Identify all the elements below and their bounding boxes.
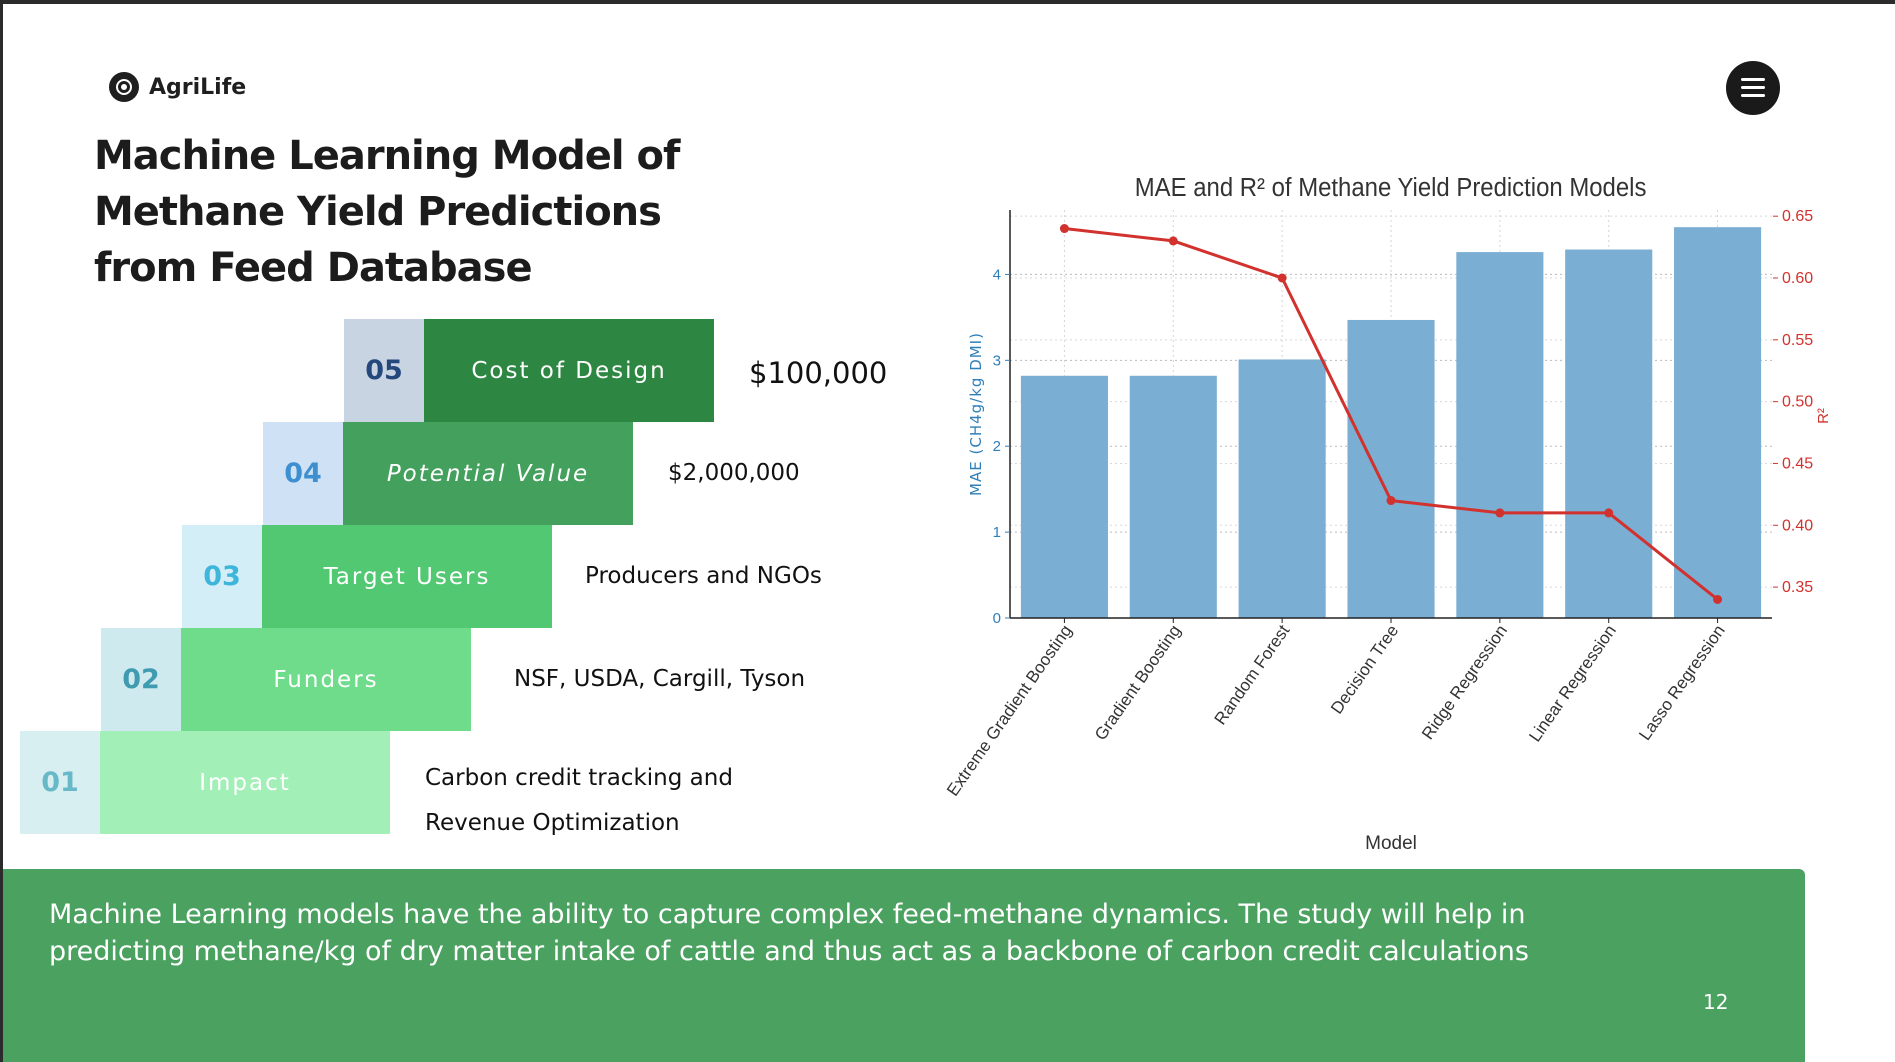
stair-value-line: $2,000,000: [668, 460, 800, 486]
y-tick-label-left: 1: [993, 524, 1001, 541]
x-tick-label: Decision Tree: [1327, 621, 1402, 717]
y-tick-label-right: 0.35: [1782, 579, 1813, 596]
bar-mae: [1020, 375, 1108, 618]
stair-number-04: 04: [263, 422, 343, 525]
stair-value-01: Carbon credit tracking and Revenue Optimi…: [425, 756, 733, 846]
x-tick-label: Linear Regression: [1525, 621, 1620, 745]
x-tick-label: Ridge Regression: [1418, 621, 1511, 743]
chart-title: MAE and R² of Methane Yield Prediction M…: [1135, 173, 1647, 202]
point-r2: [1386, 496, 1396, 506]
x-tick-label: Extreme Gradient Boosting: [943, 621, 1076, 799]
bar-mae: [1238, 359, 1326, 618]
y-tick-label-left: 2: [993, 438, 1001, 455]
brand-logo[interactable]: AgriLife: [109, 72, 246, 102]
y-tick-label-right: 0.45: [1782, 455, 1813, 472]
y-tick-label-left: 0: [993, 610, 1001, 627]
x-tick-label: Gradient Boosting: [1091, 621, 1185, 743]
y-tick-label-right: 0.40: [1782, 517, 1813, 534]
bar-mae: [1456, 252, 1544, 618]
mae-r2-chart: MAE and R² of Methane Yield Prediction M…: [943, 173, 1832, 854]
stair-number-05: 05: [344, 319, 424, 422]
stair-label-01: Impact: [100, 731, 390, 834]
slide: AgriLife Machine Learning Model of Metha…: [3, 4, 1895, 1062]
x-axis-label: Model: [1365, 833, 1417, 854]
stair-label-04: Potential Value: [343, 422, 633, 525]
point-r2: [1168, 236, 1178, 246]
stair-label-02: Funders: [181, 628, 471, 731]
bar-mae: [1674, 227, 1762, 618]
point-r2: [1495, 508, 1505, 518]
footer-summary-text: Machine Learning models have the ability…: [49, 899, 1529, 967]
y-axis-label-right: R²: [1815, 408, 1832, 424]
stair-value-05: $100,000: [749, 355, 887, 391]
x-tick-label: Lasso Regression: [1635, 621, 1729, 743]
bar-mae: [1129, 375, 1217, 618]
x-tick-label: Random Forest: [1211, 621, 1294, 728]
stair-value-02: NSF, USDA, Cargill, Tyson: [514, 661, 805, 697]
stair-value-line: NSF, USDA, Cargill, Tyson: [514, 666, 806, 692]
stair-value-line: Revenue Optimization: [425, 810, 680, 836]
stair-value-line: $100,000: [749, 356, 888, 390]
stair-number-03: 03: [182, 525, 262, 628]
hamburger-icon: [1741, 78, 1765, 81]
menu-button[interactable]: [1726, 61, 1780, 115]
y-tick-label-right: 0.50: [1782, 394, 1813, 411]
stair-number-01: 01: [20, 731, 100, 834]
stair-number-02: 02: [101, 628, 181, 731]
y-axis-label-left: MAE (CH4g/kg DMI): [967, 332, 985, 496]
logo-icon: [109, 72, 139, 102]
y-tick-label-left: 4: [993, 266, 1001, 283]
y-tick-label-right: 0.55: [1782, 332, 1813, 349]
stair-value-04: $2,000,000: [668, 455, 800, 491]
stair-value-line: Carbon credit tracking and: [425, 765, 733, 791]
stair-value-03: Producers and NGOs: [585, 558, 822, 594]
bar-mae: [1565, 249, 1653, 618]
stair-value-line: Producers and NGOs: [585, 563, 822, 589]
page-number: 12: [1703, 990, 1729, 1014]
brand-name: AgriLife: [149, 74, 247, 100]
point-r2: [1277, 273, 1287, 283]
y-tick-label-right: 0.65: [1782, 208, 1813, 225]
y-tick-label-right: 0.60: [1782, 270, 1813, 287]
page-title: Machine Learning Model of Methane Yield …: [94, 133, 680, 291]
summary-footer: Machine Learning models have the ability…: [3, 869, 1805, 1062]
stair-label-05: Cost of Design: [424, 319, 714, 422]
bar-mae: [1347, 319, 1435, 618]
point-r2: [1059, 224, 1069, 234]
point-r2: [1604, 508, 1614, 518]
point-r2: [1713, 594, 1723, 604]
stair-label-03: Target Users: [262, 525, 552, 628]
y-tick-label-left: 3: [993, 352, 1001, 369]
